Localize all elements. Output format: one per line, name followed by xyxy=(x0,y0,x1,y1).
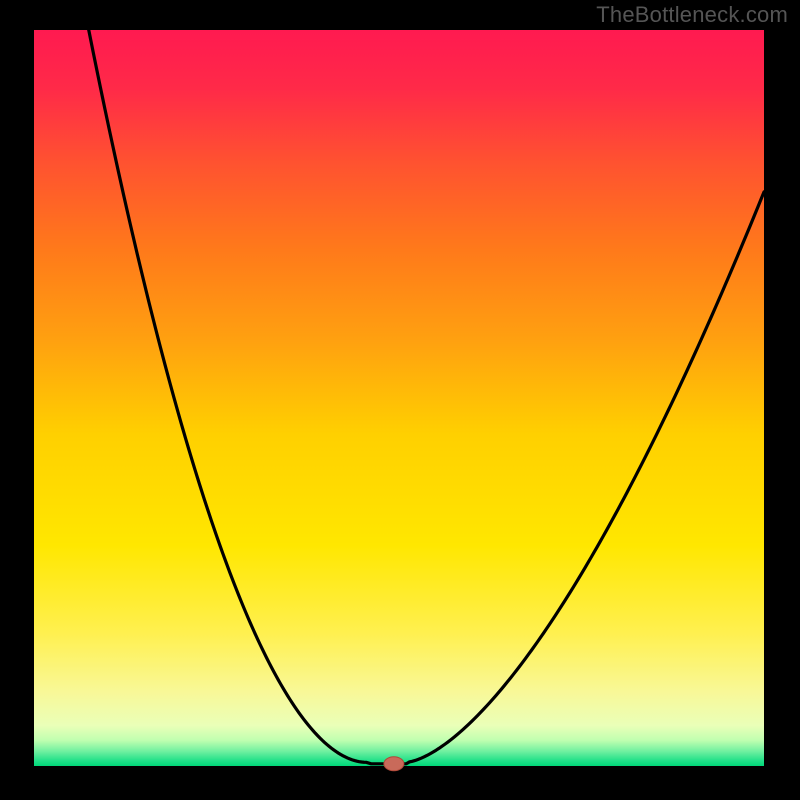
bottleneck-curve-chart xyxy=(0,0,800,800)
watermark-text: TheBottleneck.com xyxy=(596,2,788,28)
optimal-point-marker xyxy=(384,757,404,771)
chart-canvas: TheBottleneck.com xyxy=(0,0,800,800)
gradient-background xyxy=(34,30,764,766)
